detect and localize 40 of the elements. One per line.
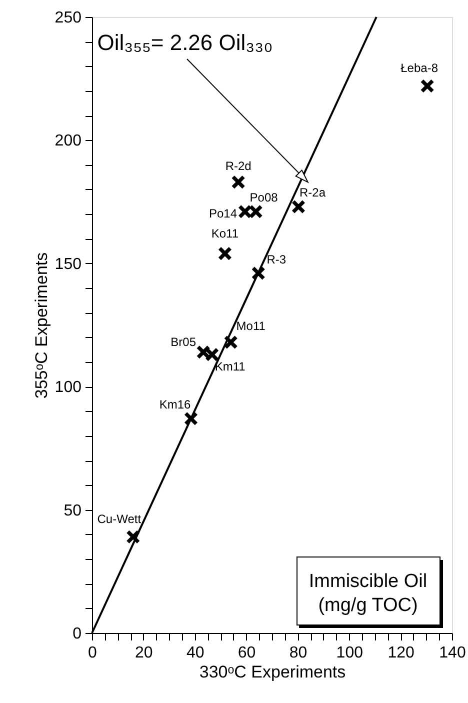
- data-label: Łeba-8: [400, 60, 438, 75]
- data-label: Km16: [159, 398, 191, 412]
- data-label: Ko11: [211, 226, 239, 241]
- data-label: R-2d: [225, 159, 252, 174]
- x-tick-label: 0: [88, 644, 98, 662]
- annotation: (mg/g TOC): [318, 595, 418, 616]
- y-tick-label: 250: [54, 10, 82, 26]
- point: [238, 205, 252, 218]
- y-tick-label: 100: [54, 379, 82, 396]
- point: [224, 336, 238, 349]
- data-label: R-3: [266, 252, 286, 266]
- y-tick-label: 200: [54, 132, 82, 150]
- data-label: Br05: [170, 335, 196, 350]
- point: [232, 176, 245, 189]
- data-label: Km11: [214, 360, 246, 374]
- y-tick-label: 50: [64, 502, 82, 520]
- x-axis-title: 330ᵒC Experiments: [199, 662, 346, 682]
- point: [249, 205, 262, 218]
- x-tick-label: 20: [135, 644, 153, 662]
- data-label: Po08: [250, 190, 278, 205]
- data-label: Po14: [208, 206, 238, 221]
- x-tick-label: 80: [289, 644, 308, 662]
- x-tick-label: 100: [336, 644, 364, 662]
- x-tick-label: 60: [238, 644, 256, 662]
- annotation: Oil₃₅₅= 2.26 Oil₃₃₀: [97, 30, 273, 55]
- point: [218, 247, 232, 260]
- y-tick-label: 150: [54, 256, 82, 273]
- x-tick-label: 140: [439, 644, 466, 662]
- data-label: Mo11: [236, 319, 266, 334]
- point: [292, 200, 306, 214]
- point: [206, 348, 219, 362]
- y-tick-label: 0: [72, 626, 82, 642]
- point: [420, 79, 434, 93]
- x-tick-label: 40: [186, 644, 204, 662]
- data-label: Cu-Wett: [97, 512, 142, 526]
- annotation: Immiscible Oil: [308, 571, 428, 592]
- y-axis-title: 355ᵒC Experiments: [32, 252, 51, 399]
- data-label: R-2a: [299, 186, 326, 200]
- point: [196, 346, 210, 359]
- x-tick-label: 120: [388, 644, 415, 662]
